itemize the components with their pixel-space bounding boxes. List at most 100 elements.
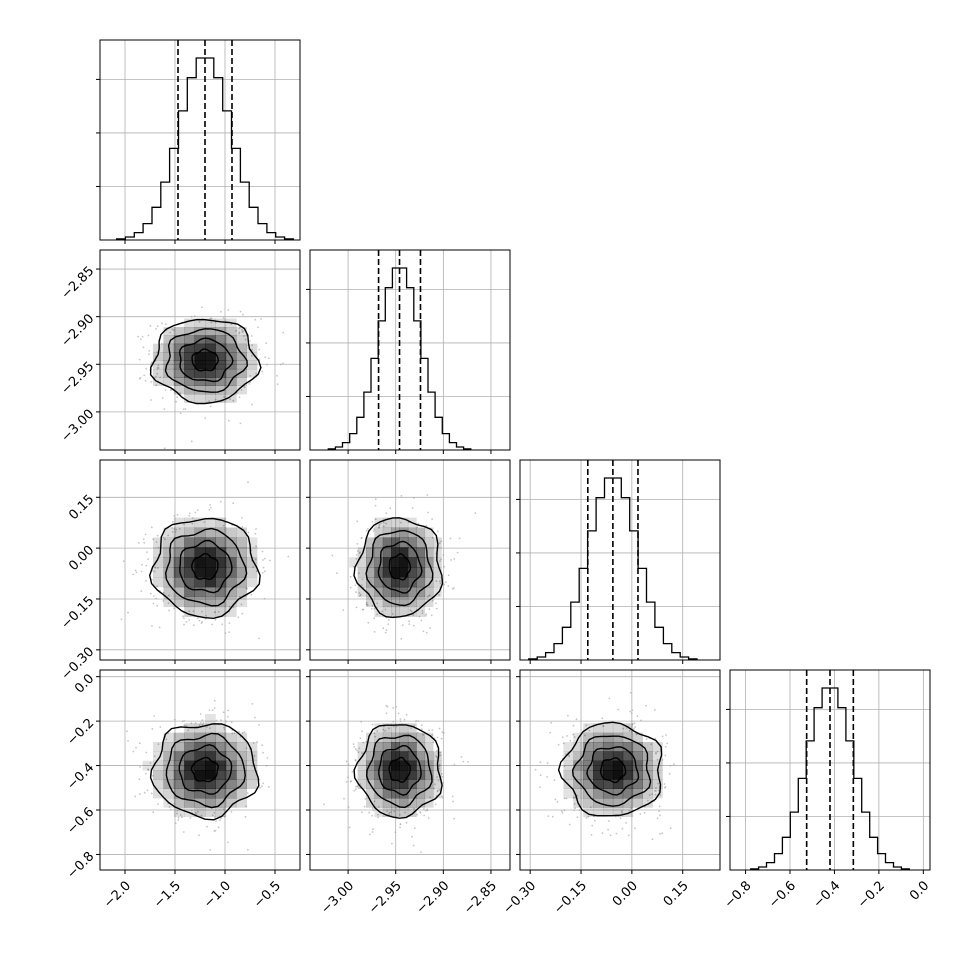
sample-point — [175, 528, 178, 531]
sample-point — [151, 625, 153, 627]
density-cell — [153, 788, 164, 799]
density-cell — [407, 537, 417, 548]
sample-point — [137, 335, 140, 338]
density-cell — [184, 577, 195, 588]
sample-point — [615, 832, 618, 835]
sample-point — [255, 545, 257, 548]
density-cell — [184, 377, 195, 386]
density-cell — [153, 368, 164, 378]
y-tick-label: −0.6 — [64, 805, 97, 838]
sample-point — [435, 602, 437, 605]
density-cell — [205, 385, 216, 395]
density-cell — [407, 788, 417, 799]
density-cell — [173, 343, 185, 353]
density-cell — [153, 770, 164, 780]
sample-point — [371, 807, 374, 810]
sample-point — [245, 587, 248, 589]
density-cell — [215, 385, 227, 395]
density-cell — [357, 577, 367, 588]
sample-point — [378, 524, 381, 527]
density-cell — [374, 760, 384, 771]
sample-point — [171, 531, 174, 533]
sample-point — [358, 747, 361, 750]
contour-line — [179, 337, 234, 383]
density-cell — [205, 596, 216, 608]
density-cell — [194, 377, 206, 386]
sample-point — [149, 762, 152, 764]
density-cell — [184, 760, 195, 771]
x-tick-label: −1.0 — [201, 878, 234, 911]
sample-point — [374, 504, 377, 507]
sample-point — [376, 613, 378, 616]
density-cell — [225, 394, 237, 403]
sample-point — [190, 722, 193, 724]
sample-point — [428, 729, 431, 732]
sample-point — [355, 591, 357, 594]
density-cell — [374, 547, 384, 558]
density-cell — [184, 779, 195, 789]
density-cell — [407, 723, 417, 733]
density-cell — [366, 732, 375, 743]
scatter-panel — [516, 669, 721, 874]
density-cell — [399, 807, 409, 817]
density-cell — [399, 606, 409, 617]
density-cell — [236, 732, 247, 743]
sample-point — [357, 751, 360, 754]
density-cell — [593, 779, 604, 789]
density-cell — [163, 788, 175, 799]
sample-point — [441, 775, 444, 778]
sample-point — [421, 728, 423, 730]
density-cell — [374, 577, 384, 588]
sample-point — [323, 803, 325, 806]
sample-point — [429, 796, 432, 799]
sample-point — [399, 718, 402, 720]
sample-point — [628, 809, 631, 812]
density-cell — [622, 751, 634, 761]
contour-line — [148, 517, 261, 620]
sample-point — [188, 610, 191, 612]
sample-point — [575, 718, 578, 721]
density-cell — [184, 352, 195, 361]
density-cell — [225, 343, 237, 353]
density-cell — [246, 537, 258, 548]
sample-point — [194, 511, 197, 514]
sample-point — [222, 524, 225, 527]
sample-point — [156, 368, 159, 370]
sample-point — [176, 513, 179, 516]
sample-point — [452, 800, 454, 803]
density-cell — [622, 723, 634, 733]
contour-line — [365, 529, 434, 607]
sample-point — [167, 602, 170, 605]
sample-point — [362, 741, 365, 744]
sample-point — [134, 795, 137, 798]
density-cell — [612, 751, 624, 761]
density-cell — [603, 788, 614, 799]
density-cell — [225, 770, 237, 780]
density-cell — [246, 567, 258, 578]
density-cell — [573, 751, 584, 761]
density-cell — [236, 798, 247, 808]
sample-point — [399, 826, 401, 829]
density-cell — [215, 798, 227, 808]
density-cell — [407, 606, 417, 617]
density-cell — [603, 770, 614, 780]
sample-point — [354, 748, 357, 750]
density-cell — [163, 360, 175, 370]
sample-point — [143, 374, 146, 377]
density-cell — [215, 557, 227, 568]
density-cell — [194, 352, 206, 361]
density-cell — [215, 394, 227, 403]
sample-point — [453, 587, 455, 589]
density-cell — [163, 732, 175, 743]
density-cell — [382, 606, 392, 617]
sample-point — [354, 759, 357, 761]
sample-point — [209, 504, 211, 506]
density-cell — [382, 807, 392, 817]
sample-point — [353, 789, 356, 792]
sample-point — [139, 793, 141, 795]
density-cell — [391, 770, 400, 780]
density-cell — [163, 377, 175, 386]
sample-point — [188, 512, 191, 515]
sample-point — [174, 822, 177, 825]
sample-point — [262, 782, 265, 785]
